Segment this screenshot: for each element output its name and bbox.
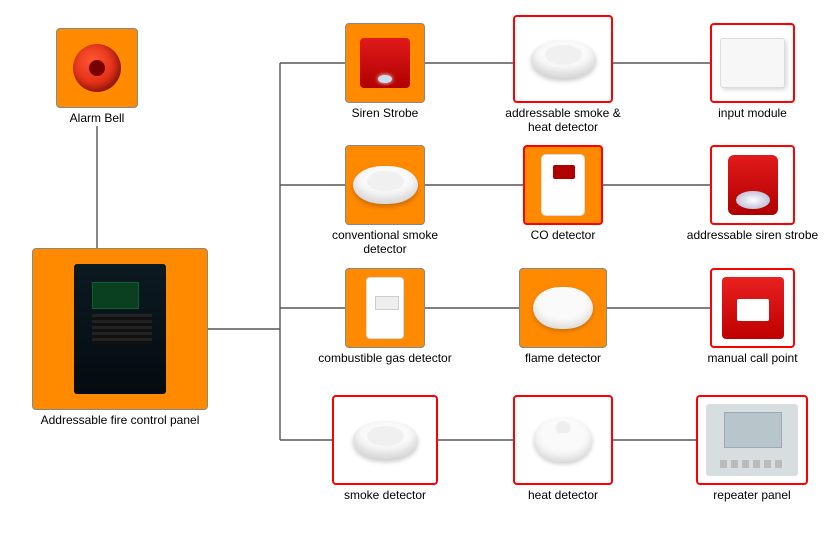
- node-label: smoke detector: [315, 488, 455, 502]
- mcp-icon: [722, 277, 784, 339]
- node-label: Alarm Bell: [27, 111, 167, 125]
- input-mod-icon: [720, 38, 785, 88]
- gas-det-icon: [366, 277, 404, 339]
- node-label: Siren Strobe: [315, 106, 455, 120]
- node-label: input module: [683, 106, 823, 120]
- node-flame-detector: flame detector: [493, 268, 633, 365]
- siren-icon: [360, 38, 410, 88]
- node-smoke-detector: smoke detector: [315, 395, 455, 502]
- node-label: addressable smoke & heat detector: [493, 106, 633, 134]
- node-label: addressable siren strobe: [683, 228, 823, 242]
- node-label: conventional smoke detector: [315, 228, 455, 256]
- node-siren-strobe: Siren Strobe: [315, 23, 455, 120]
- smoke-det-icon: [353, 421, 418, 459]
- siren-strobe-icon: [728, 155, 778, 215]
- node-label: heat detector: [493, 488, 633, 502]
- node-label: CO detector: [493, 228, 633, 242]
- node-addr-siren-strobe: addressable siren strobe: [683, 145, 823, 242]
- repeater-icon: [706, 404, 798, 476]
- smoke-det-icon: [531, 40, 596, 78]
- node-repeater-panel: repeater panel: [682, 395, 822, 502]
- heat-det-icon: [534, 418, 592, 462]
- node-conv-smoke: conventional smoke detector: [315, 145, 455, 256]
- flame-det-icon: [533, 287, 593, 329]
- node-label: Addressable fire control panel: [32, 413, 208, 427]
- node-heat-detector: heat detector: [493, 395, 633, 502]
- node-addr-smoke-heat: addressable smoke & heat detector: [493, 15, 633, 134]
- node-alarm-bell: Alarm Bell: [27, 28, 167, 125]
- node-label: flame detector: [493, 351, 633, 365]
- node-co-detector: CO detector: [493, 145, 633, 242]
- co-det-icon: [541, 154, 585, 216]
- bell-icon: [73, 44, 121, 92]
- node-label: manual call point: [683, 351, 823, 365]
- panel-icon: [74, 264, 166, 394]
- node-control-panel: Addressable fire control panel: [32, 248, 208, 427]
- smoke-det-icon: [353, 166, 418, 204]
- node-mcp: manual call point: [683, 268, 823, 365]
- node-label: combustible gas detector: [315, 351, 455, 365]
- node-input-module: input module: [683, 23, 823, 120]
- node-label: repeater panel: [682, 488, 822, 502]
- node-gas-detector: combustible gas detector: [315, 268, 455, 365]
